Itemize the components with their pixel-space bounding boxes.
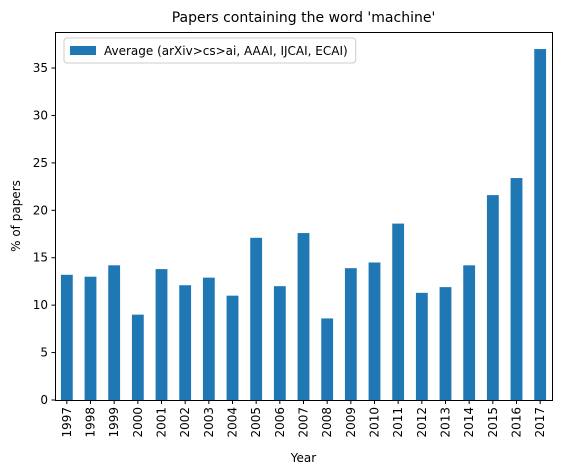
x-tick-label: 2012 bbox=[415, 407, 429, 438]
y-axis-title: % of papers bbox=[9, 180, 23, 252]
x-tick-label: 2006 bbox=[273, 407, 287, 438]
bar-2014 bbox=[463, 265, 476, 400]
x-tick-label: 2007 bbox=[297, 407, 311, 438]
y-tick-label: 10 bbox=[33, 298, 48, 312]
legend-swatch bbox=[70, 46, 96, 55]
x-tick-label: 2009 bbox=[344, 407, 358, 438]
legend: Average (arXiv>cs>ai, AAAI, IJCAI, ECAI) bbox=[63, 37, 357, 64]
bar-2004 bbox=[226, 295, 239, 400]
x-axis: 1997 1998 1999 2000 2001 2002 2003 2004 2005 2006… bbox=[60, 400, 547, 438]
x-tick-label: 2015 bbox=[486, 407, 500, 438]
bar-2017 bbox=[534, 49, 547, 400]
x-tick-label: 2011 bbox=[391, 407, 405, 438]
bar-2005 bbox=[250, 237, 263, 400]
bar-1998 bbox=[84, 276, 97, 400]
y-tick-label: 35 bbox=[33, 61, 48, 75]
bar-2001 bbox=[155, 269, 168, 400]
x-tick-label: 1997 bbox=[60, 407, 74, 438]
x-tick-label: 2005 bbox=[249, 407, 263, 438]
bar-2003 bbox=[202, 277, 215, 400]
x-axis-title: Year bbox=[290, 451, 316, 465]
x-tick-label: 1998 bbox=[84, 407, 98, 438]
x-tick-label: 2017 bbox=[533, 407, 547, 438]
chart-title: Papers containing the word 'machine' bbox=[172, 10, 436, 26]
x-tick-label: 1999 bbox=[107, 407, 121, 438]
bar-2010 bbox=[368, 262, 381, 400]
bar-2011 bbox=[392, 223, 405, 400]
bar-2015 bbox=[486, 195, 499, 400]
bar-2007 bbox=[297, 233, 310, 400]
x-tick-label: 2010 bbox=[368, 407, 382, 438]
y-tick-label: 20 bbox=[33, 203, 48, 217]
x-tick-label: 2016 bbox=[510, 407, 524, 438]
x-tick-label: 2000 bbox=[131, 407, 145, 438]
y-tick-label: 25 bbox=[33, 156, 48, 170]
bar-series bbox=[60, 49, 547, 400]
bar-2013 bbox=[439, 287, 452, 400]
plot-area: 0 5 10 15 20 25 30 35 1997 1998 1999 2000 2001 2002 2… bbox=[33, 32, 553, 438]
x-tick-label: 2003 bbox=[202, 407, 216, 438]
x-tick-label: 2013 bbox=[439, 407, 453, 438]
y-tick-label: 0 bbox=[40, 393, 48, 407]
legend-label: Average (arXiv>cs>ai, AAAI, IJCAI, ECAI) bbox=[104, 44, 348, 58]
bar-1999 bbox=[108, 265, 121, 400]
y-axis: 0 5 10 15 20 25 30 35 bbox=[33, 61, 56, 407]
y-tick-label: 30 bbox=[33, 108, 48, 122]
bar-2002 bbox=[179, 285, 192, 400]
x-tick-label: 2014 bbox=[462, 407, 476, 438]
bar-1997 bbox=[60, 274, 73, 400]
y-tick-label: 5 bbox=[40, 346, 48, 360]
bar-2000 bbox=[131, 314, 144, 400]
bar-2012 bbox=[415, 292, 428, 400]
x-tick-label: 2008 bbox=[320, 407, 334, 438]
bar-2006 bbox=[273, 286, 286, 400]
x-tick-label: 2001 bbox=[155, 407, 169, 438]
x-tick-label: 2002 bbox=[178, 407, 192, 438]
legend-box bbox=[63, 37, 357, 64]
bar-2008 bbox=[321, 318, 334, 400]
bar-2016 bbox=[510, 178, 523, 400]
y-tick-label: 15 bbox=[33, 251, 48, 265]
x-tick-label: 2004 bbox=[226, 407, 240, 438]
bar-2009 bbox=[344, 268, 357, 400]
